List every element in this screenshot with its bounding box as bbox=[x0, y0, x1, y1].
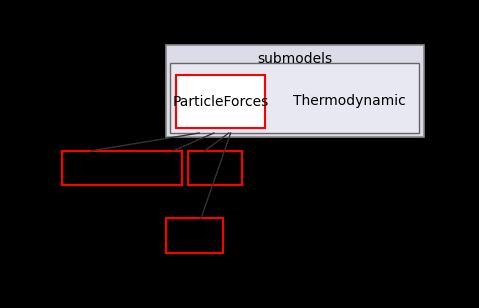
Bar bbox=[166, 218, 223, 253]
Text: ParticleForces: ParticleForces bbox=[172, 95, 269, 109]
Bar bbox=[188, 151, 242, 185]
Bar bbox=[170, 63, 419, 133]
Bar bbox=[166, 45, 424, 136]
Bar bbox=[62, 151, 182, 185]
Text: Thermodynamic: Thermodynamic bbox=[293, 95, 406, 108]
Bar bbox=[176, 75, 265, 128]
Text: submodels: submodels bbox=[257, 52, 332, 67]
